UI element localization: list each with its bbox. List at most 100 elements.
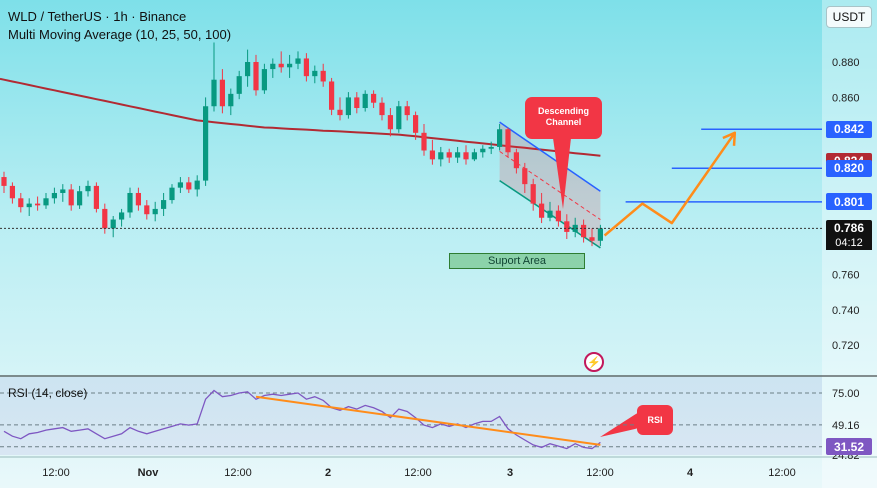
candle: [530, 178, 536, 211]
candle: [102, 203, 108, 234]
candle: [480, 145, 486, 158]
candle: [261, 63, 267, 94]
candle: [329, 77, 335, 116]
candle-body: [253, 62, 259, 91]
candle-body: [261, 69, 267, 91]
candle-body: [68, 189, 74, 206]
candle: [354, 92, 360, 114]
candle-body: [539, 203, 545, 218]
candle-body: [85, 185, 91, 192]
candle-body: [169, 187, 175, 201]
candle-body: [387, 115, 393, 130]
candle-body: [421, 132, 427, 151]
candle-body: [337, 109, 343, 116]
price-tick-label: 0.760: [832, 269, 860, 281]
currency-button[interactable]: USDT: [826, 6, 872, 28]
descending-channel-callout: Descending Channel: [525, 97, 602, 139]
candle-body: [345, 97, 351, 116]
candle: [228, 88, 234, 116]
candle: [312, 65, 318, 84]
candle: [371, 90, 377, 109]
candle: [1, 171, 7, 193]
candle: [18, 192, 24, 213]
candle: [320, 63, 326, 87]
channel-upper-line: [499, 121, 601, 192]
candle: [161, 192, 167, 216]
candle-body: [287, 63, 293, 68]
candle: [177, 177, 183, 193]
candle: [455, 146, 461, 163]
candle-body: [135, 192, 141, 206]
candle: [463, 145, 469, 165]
price-tick-label: 0.720: [832, 340, 860, 352]
candle-body: [589, 237, 595, 241]
candle: [144, 200, 150, 220]
candle-body: [497, 129, 503, 147]
candle: [303, 53, 309, 82]
candle: [203, 97, 209, 186]
candle-body: [51, 192, 57, 199]
candle: [438, 146, 444, 167]
candle: [93, 182, 99, 213]
candle-body: [77, 191, 83, 206]
candle-body: [581, 224, 587, 238]
candle: [396, 100, 402, 133]
candle-body: [127, 192, 133, 213]
candle: [127, 187, 133, 218]
time-tick-label: 3: [507, 467, 513, 479]
bolt-icon[interactable]: ⚡: [584, 352, 604, 372]
candle: [236, 70, 242, 100]
candle-body: [413, 115, 419, 133]
candle: [245, 49, 251, 87]
candle-body: [119, 212, 125, 220]
indicator-title: Multi Moving Average (10, 25, 50, 100): [8, 27, 232, 42]
rsi-band: [0, 377, 822, 455]
candle: [270, 58, 276, 78]
candle-body: [60, 189, 66, 193]
candle-body: [471, 152, 477, 160]
candle-body: [18, 198, 24, 208]
candle-body: [522, 168, 528, 185]
candle-body: [102, 208, 108, 229]
candle: [51, 187, 57, 204]
candle: [337, 97, 343, 121]
support-area-box: Suport Area: [449, 253, 585, 269]
candle-body: [371, 93, 377, 103]
candle: [505, 127, 511, 158]
candle-body: [404, 106, 410, 116]
candle: [572, 217, 578, 238]
candle-body: [186, 182, 192, 190]
rsi-pane-title: RSI (14, close): [8, 386, 88, 400]
candle: [362, 90, 368, 112]
candle-body: [295, 58, 301, 64]
candle-body: [194, 180, 200, 190]
candle: [68, 184, 74, 211]
time-tick-label: 12:00: [768, 467, 796, 479]
candle: [219, 69, 225, 114]
candle: [253, 54, 259, 96]
candle: [488, 141, 494, 155]
candle: [522, 162, 528, 193]
candle-body: [429, 150, 435, 160]
candle-body: [35, 203, 41, 206]
candle: [85, 180, 91, 197]
candle-body: [228, 93, 234, 107]
time-tick-label: 12:00: [586, 467, 614, 479]
time-tick-label: 2: [325, 467, 331, 479]
candle: [446, 148, 452, 163]
price-tick-label: 0.860: [832, 92, 860, 104]
candle-body: [9, 185, 15, 199]
rsi-callout: RSI: [637, 405, 673, 435]
candle-body: [161, 200, 167, 209]
candle-body: [152, 208, 158, 215]
candle: [564, 214, 570, 239]
price-tick-label: 0.880: [832, 57, 860, 69]
candle: [287, 54, 293, 78]
candle: [110, 215, 116, 238]
candle-body: [572, 224, 578, 232]
candle: [345, 92, 351, 119]
time-tick-label: 4: [687, 467, 694, 479]
candle-body: [177, 182, 183, 188]
candle-body: [455, 152, 461, 158]
